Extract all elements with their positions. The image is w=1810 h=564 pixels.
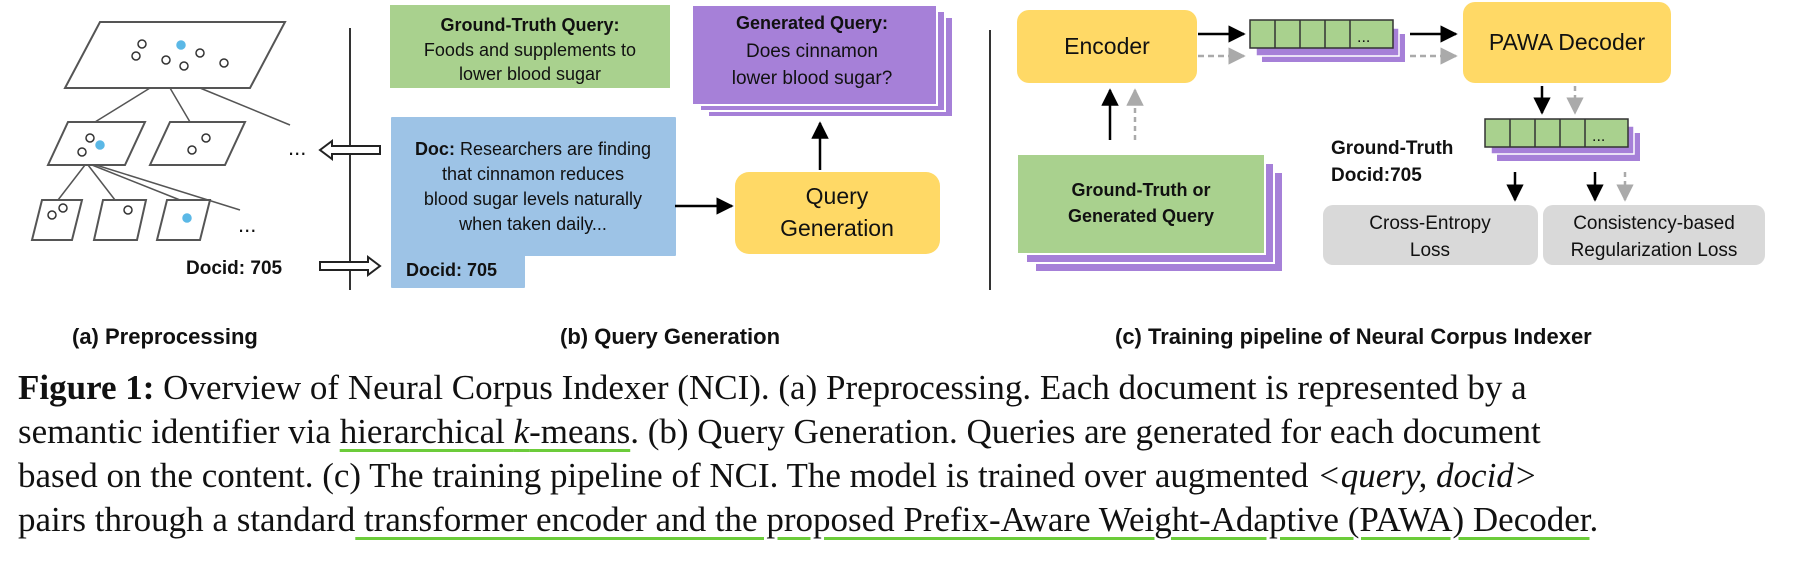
decoder-label: PAWA Decoder bbox=[1489, 29, 1646, 55]
panel-c-label: (c) Training pipeline of Neural Corpus I… bbox=[1115, 324, 1592, 349]
caption-l2-underlined: hierarchical k-means bbox=[340, 412, 631, 451]
gt-query-box bbox=[390, 5, 670, 88]
tree-ellipsis-low: ... bbox=[238, 212, 256, 237]
tree-edges bbox=[57, 87, 291, 211]
reg-loss-line2: Regularization Loss bbox=[1571, 240, 1738, 261]
gen-query-line2: lower blood sugar? bbox=[732, 68, 893, 89]
output-stack bbox=[1484, 118, 1640, 161]
figure-caption: Figure 1: Overview of Neural Corpus Inde… bbox=[18, 366, 1798, 542]
doc-line1-text: Researchers are finding bbox=[460, 139, 651, 159]
hollow-arrow-left bbox=[318, 139, 381, 161]
doc-line1: Doc: Researchers are finding bbox=[415, 139, 651, 159]
input-line2: Generated Query bbox=[1068, 206, 1214, 226]
embedding-stack bbox=[1249, 19, 1405, 62]
query-gen-line2: Generation bbox=[780, 215, 894, 241]
gt-query-line2: lower blood sugar bbox=[459, 64, 601, 84]
encoder-label: Encoder bbox=[1064, 33, 1150, 59]
ce-loss-line1: Cross-Entropy bbox=[1369, 213, 1491, 234]
caption-l4-underlined: transformer encoder and the proposed Pre… bbox=[355, 500, 1590, 539]
caption-l2-ul-k: k bbox=[513, 412, 530, 451]
gen-query-box bbox=[691, 4, 938, 106]
embed-ellipsis: ... bbox=[1357, 29, 1370, 46]
figure-diagram: ... ... Docid: 705 Ground-Truth Query: F… bbox=[30, 2, 1765, 290]
out-ellipsis: ... bbox=[1592, 128, 1605, 145]
gt-docid-line2: Docid:705 bbox=[1331, 165, 1422, 186]
encoder-box bbox=[1017, 10, 1197, 83]
gt-query-title: Ground-Truth Query: bbox=[441, 15, 620, 35]
caption-l2-ul-b: -means bbox=[529, 412, 631, 451]
caption-l4-post: . bbox=[1589, 500, 1599, 539]
panel-b-label: (b) Query Generation bbox=[560, 324, 781, 349]
ce-loss-line2: Loss bbox=[1410, 240, 1450, 261]
caption-line-1: Figure 1: Overview of Neural Corpus Inde… bbox=[18, 366, 1798, 410]
tree-mid-node-right bbox=[148, 121, 247, 166]
query-generation-box bbox=[735, 172, 940, 254]
doc-title: Doc: bbox=[415, 139, 455, 159]
caption-l2-ul-a: hierarchical bbox=[339, 412, 514, 451]
gt-docid-line1: Ground-Truth bbox=[1331, 138, 1453, 159]
reg-loss-box bbox=[1543, 205, 1765, 265]
caption-l3-italic: <query, docid> bbox=[1317, 456, 1538, 495]
caption-figure-label: Figure 1: bbox=[18, 368, 155, 407]
panel-a-label: (a) Preprocessing bbox=[72, 324, 258, 349]
caption-l1-text: Overview of Neural Corpus Indexer (NCI).… bbox=[154, 368, 1527, 407]
caption-l2-post: . (b) Query Generation. Queries are gene… bbox=[630, 412, 1541, 451]
doc-line4: when taken daily... bbox=[458, 214, 607, 234]
panel-a-docid: Docid: 705 bbox=[186, 258, 283, 279]
doc-docid: Docid: 705 bbox=[406, 260, 497, 280]
caption-line-3: based on the content. (c) The training p… bbox=[18, 454, 1798, 498]
panel-a-tree bbox=[30, 21, 287, 241]
tree-leaf-node-2 bbox=[92, 199, 148, 241]
pawa-decoder-box bbox=[1463, 2, 1671, 83]
caption-l2-pre: semantic identifier via bbox=[18, 412, 340, 451]
caption-l3-pre: based on the content. (c) The training p… bbox=[18, 456, 1318, 495]
doc-line2: that cinnamon reduces bbox=[442, 164, 624, 184]
gen-query-line1: Does cinnamon bbox=[746, 41, 878, 62]
tree-cluster-dots bbox=[47, 39, 229, 223]
caption-line-4: pairs through a standard transformer enc… bbox=[18, 498, 1798, 542]
hollow-arrow-right bbox=[319, 255, 382, 277]
tree-root-node bbox=[63, 21, 287, 89]
gen-query-title: Generated Query: bbox=[736, 13, 888, 33]
caption-line-2: semantic identifier via hierarchical k-m… bbox=[18, 410, 1798, 454]
reg-loss-line1: Consistency-based bbox=[1573, 213, 1735, 234]
ce-loss-box bbox=[1323, 205, 1538, 265]
input-line1: Ground-Truth or bbox=[1072, 180, 1211, 200]
doc-line3: blood sugar levels naturally bbox=[424, 189, 642, 209]
caption-l4-pre: pairs through a standard bbox=[18, 500, 356, 539]
query-gen-line1: Query bbox=[806, 183, 869, 209]
tree-ellipsis-mid: ... bbox=[288, 135, 306, 160]
gt-query-line1: Foods and supplements to bbox=[424, 40, 636, 60]
tree-leaf-node-1 bbox=[30, 199, 84, 241]
doc-box bbox=[391, 117, 676, 288]
input-query-box bbox=[1016, 153, 1266, 255]
